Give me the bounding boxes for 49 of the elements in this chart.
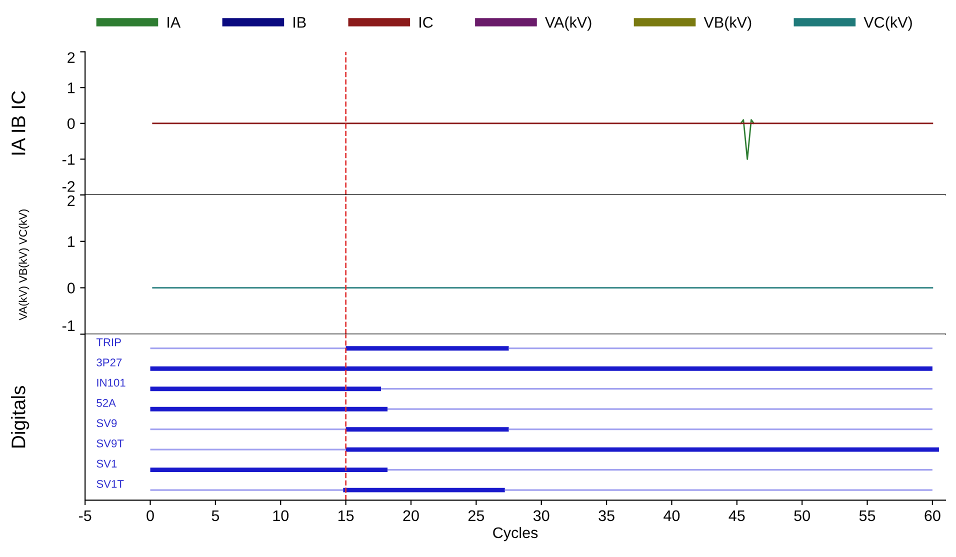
y-tick-label: 1 (68, 82, 75, 94)
x-tick-label: 50 (794, 510, 810, 522)
bar (346, 346, 509, 351)
x-tick-label: -5 (78, 510, 92, 522)
y-axis-title: VA(kV) VB(kV) VC(kV) (18, 210, 30, 320)
y-tick-label: SV1T (96, 480, 124, 488)
y-tick-label: 3P27 (96, 358, 122, 366)
y-tick-label: -1 (62, 320, 75, 332)
y-axis-title: IA IB IC (12, 91, 26, 155)
x-tick-label: 5 (212, 510, 220, 522)
x-tick-label: 25 (468, 510, 484, 522)
x-tick-label: 55 (859, 510, 876, 522)
x-tick-label: 20 (403, 510, 419, 522)
bar (150, 406, 388, 412)
y-tick-label: SV9T (96, 440, 124, 448)
bar (346, 447, 939, 452)
x-tick-label: 10 (273, 510, 289, 522)
y-tick-label: TRIP (96, 338, 121, 346)
x-tick-label: 30 (533, 510, 550, 522)
y-tick-label: 2 (68, 52, 75, 63)
y-tick-label: 0 (67, 282, 75, 294)
y-tick-label: -2 (62, 181, 75, 192)
y-tick-label: -1 (62, 154, 75, 165)
y-tick-label: SV1 (96, 460, 117, 468)
x-tick-label: 0 (146, 510, 154, 522)
legend-label: IB (294, 17, 306, 28)
legend-label: VB(kV) (704, 16, 752, 31)
bar (150, 468, 388, 472)
x-tick-label: 60 (924, 510, 940, 522)
y-tick-label: SV9 (96, 419, 117, 428)
legend-label: VC(kV) (864, 16, 912, 31)
bar (346, 427, 509, 432)
legend-label: IA (168, 17, 181, 28)
x-axis-title: Cycles (493, 526, 538, 542)
x-tick-label: 35 (598, 510, 614, 522)
x-tick-label: 45 (728, 510, 745, 522)
x-tick-label: 15 (338, 510, 354, 522)
bar (150, 366, 932, 371)
x-tick-label: 40 (664, 510, 680, 522)
legend-label: IC (420, 16, 433, 28)
y-tick-label: 1 (68, 236, 75, 247)
bar (150, 386, 382, 392)
y-axis-title: Digitals (11, 386, 30, 448)
legend-label: VA(kV) (544, 16, 592, 31)
y-tick-label: IN101 (97, 378, 126, 387)
y-tick-label: 52A (96, 399, 116, 407)
bar (343, 488, 505, 492)
y-tick-label: 0 (67, 118, 75, 130)
y-tick-label: 2 (68, 195, 75, 206)
